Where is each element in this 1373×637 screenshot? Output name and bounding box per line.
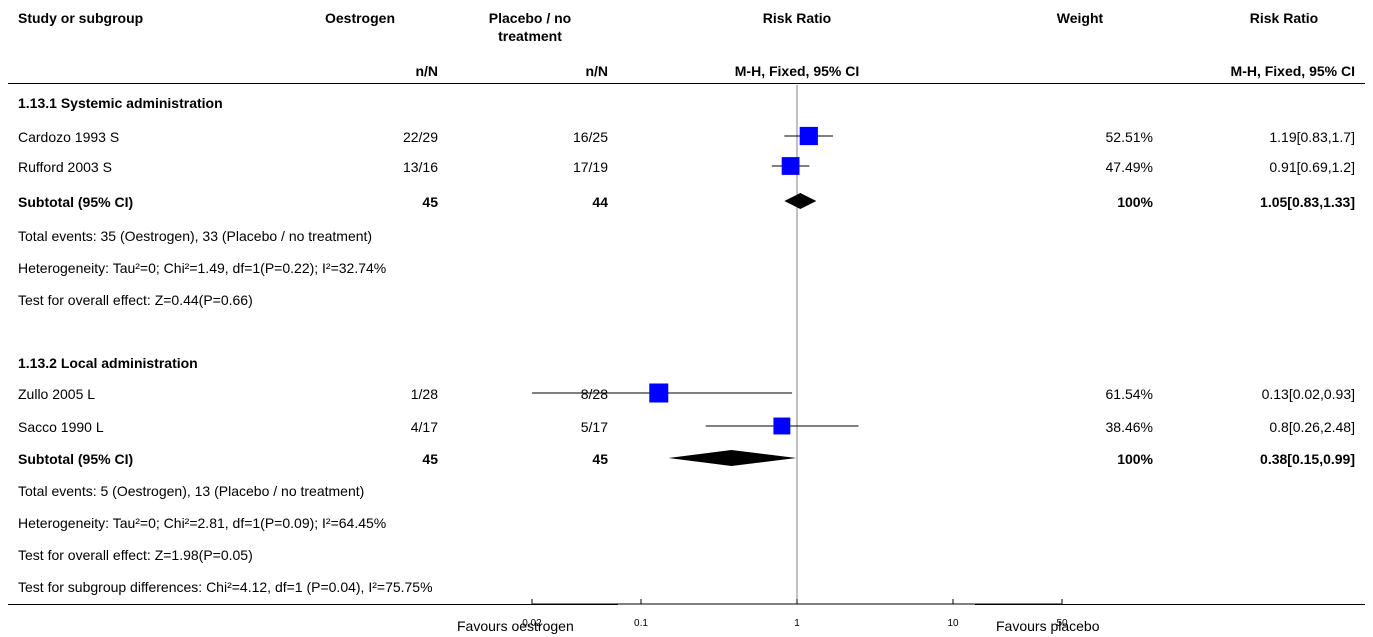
subtotal-oestrogen: 45 — [422, 194, 438, 210]
study-weight: 52.51% — [1105, 129, 1153, 145]
study-placebo: 5/17 — [580, 419, 608, 435]
header-weight: Weight — [1056, 10, 1104, 26]
study-weight: 38.46% — [1105, 419, 1153, 435]
study-marker — [781, 157, 800, 175]
subgroup-2-title: 1.13.2 Local administration — [18, 355, 198, 371]
plot-subheader: M-H, Fixed, 95% CI — [734, 63, 860, 79]
study-name: Sacco 1990 L — [18, 419, 104, 435]
header-oestrogen: Oestrogen — [324, 10, 395, 26]
heterogeneity-note: Heterogeneity: Tau²=0; Chi²=2.81, df=1(P… — [18, 515, 387, 531]
study-marker — [649, 383, 669, 403]
study-rr-text: 1.19[0.83,1.7] — [1269, 129, 1355, 145]
study-rr-text: 0.8[0.26,2.48] — [1269, 419, 1355, 435]
total-events-note: Total events: 5 (Oestrogen), 13 (Placebo… — [18, 483, 365, 499]
header-study: Study or subgroup — [18, 10, 144, 26]
study-placebo: 17/19 — [572, 159, 608, 175]
study-weight: 47.49% — [1105, 159, 1153, 175]
subtotal-label: Subtotal (95% CI) — [18, 194, 134, 210]
header-placebo-line2: treatment — [498, 28, 562, 44]
study-weight: 61.54% — [1105, 386, 1153, 402]
header-divider — [8, 83, 1365, 84]
subtotal-rr-text: 1.05[0.83,1.33] — [1260, 194, 1355, 210]
subtotal-placebo: 44 — [592, 194, 608, 210]
header-risk-ratio-plot: Risk Ratio — [762, 10, 832, 26]
study-oestrogen: 4/17 — [410, 419, 438, 435]
header-placebo-line1: Placebo / no — [488, 10, 572, 26]
subtotal-rr-text: 0.38[0.15,0.99] — [1260, 451, 1355, 467]
header-risk-ratio-text: Risk Ratio — [1249, 10, 1319, 26]
study-oestrogen: 13/16 — [402, 159, 438, 175]
subtotal-weight: 100% — [1117, 451, 1153, 467]
footer-rule-left — [8, 604, 618, 605]
study-name: Cardozo 1993 S — [18, 129, 120, 145]
subtotal-label: Subtotal (95% CI) — [18, 451, 134, 467]
subgroup-1-title: 1.13.1 Systemic administration — [18, 95, 223, 111]
study-name: Zullo 2005 L — [18, 386, 96, 402]
subtotal-diamond — [668, 450, 797, 466]
rr-subheader: M-H, Fixed, 95% CI — [1230, 63, 1355, 79]
subtotal-weight: 100% — [1117, 194, 1153, 210]
favours-oestrogen-label: Favours oestrogen — [457, 618, 574, 634]
study-oestrogen: 1/28 — [410, 386, 438, 402]
subtotal-oestrogen: 45 — [422, 451, 438, 467]
study-rr-text: 0.13[0.02,0.93] — [1261, 386, 1355, 402]
overall-effect-note: Test for overall effect: Z=0.44(P=0.66) — [18, 292, 253, 308]
favours-placebo-label: Favours placebo — [996, 618, 1100, 634]
study-placebo: 16/25 — [572, 129, 608, 145]
study-placebo: 8/28 — [580, 386, 608, 402]
study-marker — [773, 417, 791, 435]
study-marker — [799, 126, 818, 146]
subtotal-diamond — [784, 193, 817, 209]
footer-rule-right — [975, 604, 1365, 605]
study-oestrogen: 22/29 — [402, 129, 438, 145]
total-events-note: Total events: 35 (Oestrogen), 33 (Placeb… — [18, 228, 373, 244]
x-axis-tick-label: 1 — [794, 618, 800, 629]
oestrogen-subheader: n/N — [415, 63, 438, 79]
x-axis-tick-label: 10 — [947, 618, 959, 629]
subgroup-differences-note: Test for subgroup differences: Chi²=4.12… — [18, 579, 433, 595]
overall-effect-note: Test for overall effect: Z=1.98(P=0.05) — [18, 547, 253, 563]
x-axis-tick-label: 0.1 — [634, 618, 648, 629]
study-rr-text: 0.91[0.69,1.2] — [1269, 159, 1355, 175]
subtotal-placebo: 45 — [592, 451, 608, 467]
placebo-subheader: n/N — [585, 63, 608, 79]
study-name: Rufford 2003 S — [18, 159, 112, 175]
heterogeneity-note: Heterogeneity: Tau²=0; Chi²=1.49, df=1(P… — [18, 260, 387, 276]
